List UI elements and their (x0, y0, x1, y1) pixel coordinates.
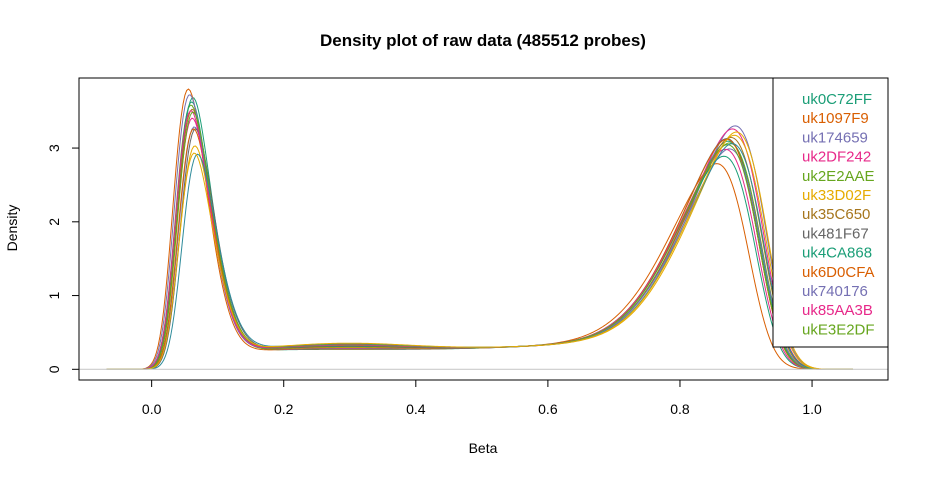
x-tick-label: 0.2 (274, 401, 294, 417)
y-tick-label: 1 (46, 291, 62, 299)
y-tick-label: 2 (46, 218, 62, 226)
legend-entry: uk35C650 (802, 206, 870, 223)
y-axis: 0 1 2 3 (46, 144, 80, 373)
y-tick-label: 3 (46, 144, 62, 152)
legend-entry: uk174659 (802, 129, 868, 146)
series-line (106, 134, 853, 370)
series-line (106, 97, 853, 370)
x-tick-label: 0.8 (670, 401, 690, 417)
legend-entry: uk0C72FF (802, 91, 872, 108)
x-axis-label: Beta (469, 440, 498, 456)
x-tick-label: 0.0 (142, 401, 162, 417)
legend-entry: uk33D02F (802, 187, 871, 204)
legend-entry: uk2DF242 (802, 149, 871, 166)
legend-entry: ukE3E2DF (802, 321, 875, 338)
legend: uk0C72FF uk1097F9 uk174659 uk2DF242 uk2E2AAE… (772, 77, 889, 348)
x-axis: 0.0 0.2 0.4 0.6 0.8 1.0 (142, 379, 822, 417)
series-line (106, 88, 853, 370)
legend-box (772, 77, 889, 348)
legend-entry: uk1097F9 (802, 110, 869, 127)
x-tick-label: 0.4 (406, 401, 426, 417)
series-line (106, 101, 853, 370)
legend-entry: uk85AA3B (802, 302, 873, 319)
y-tick-label: 0 (46, 365, 62, 373)
series-line (106, 104, 853, 370)
x-tick-label: 1.0 (802, 401, 822, 417)
legend-entry: uk4CA868 (802, 245, 872, 262)
series-layer (106, 88, 853, 370)
legend-entry: uk740176 (802, 283, 868, 300)
legend-entry: uk6D0CFA (802, 264, 875, 281)
y-axis-label: Density (4, 205, 20, 252)
legend-entry: uk481F67 (802, 225, 869, 242)
legend-entry: uk2E2AAE (802, 168, 875, 185)
x-tick-label: 0.6 (538, 401, 558, 417)
chart-title: Density plot of raw data (485512 probes) (320, 31, 646, 50)
